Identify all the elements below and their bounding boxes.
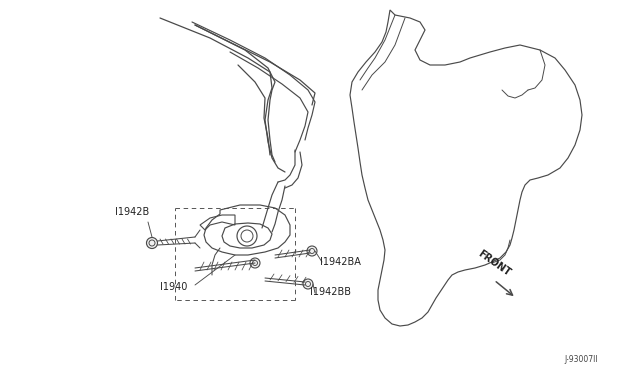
Text: J-93007II: J-93007II (564, 355, 598, 364)
Circle shape (147, 237, 157, 248)
Circle shape (250, 258, 260, 268)
Circle shape (303, 279, 313, 289)
Text: I1942BB: I1942BB (310, 287, 351, 297)
Text: I1940: I1940 (160, 282, 188, 292)
Text: FRONT: FRONT (476, 248, 512, 278)
Text: I1942BA: I1942BA (320, 257, 361, 267)
Circle shape (307, 246, 317, 256)
Text: I1942B: I1942B (115, 207, 149, 217)
